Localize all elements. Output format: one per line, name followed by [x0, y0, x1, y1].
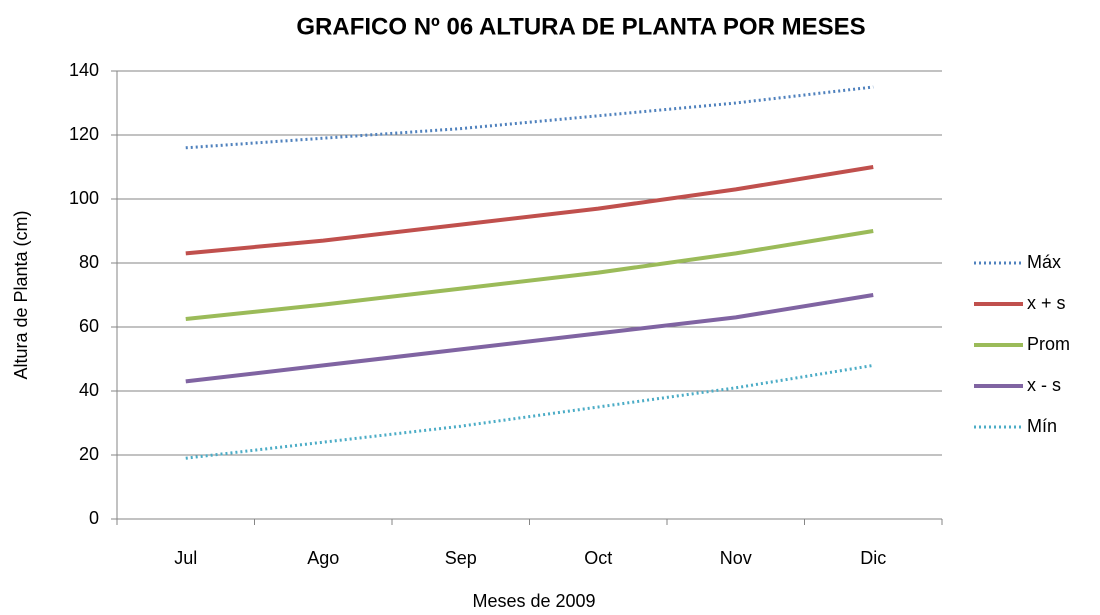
legend-label: Prom — [1027, 334, 1070, 354]
y-tick-label: 120 — [69, 124, 99, 144]
series-line — [185, 229, 874, 321]
series-line — [185, 165, 874, 256]
series-line — [185, 293, 874, 384]
x-tick-label: Nov — [720, 548, 752, 568]
legend-label: x + s — [1027, 293, 1066, 313]
y-tick-label: 40 — [79, 380, 99, 400]
y-tick-label: 60 — [79, 316, 99, 336]
y-tick-label: 140 — [69, 60, 99, 80]
legend-label: Mín — [1027, 416, 1057, 436]
legend-label: Máx — [1027, 252, 1061, 272]
series-line — [185, 85, 874, 150]
legend-label: x - s — [1027, 375, 1061, 395]
chart-title: GRAFICO Nº 06 ALTURA DE PLANTA POR MESES — [296, 13, 865, 40]
x-tick-label: Dic — [860, 548, 886, 568]
x-tick-label: Jul — [174, 548, 197, 568]
y-tick-label: 100 — [69, 188, 99, 208]
series-line — [185, 363, 874, 460]
x-tick-label: Sep — [445, 548, 477, 568]
x-axis-label: Meses de 2009 — [472, 591, 595, 611]
y-tick-label: 20 — [79, 444, 99, 464]
y-tick-label: 0 — [89, 508, 99, 528]
x-tick-label: Oct — [584, 548, 612, 568]
x-tick-label: Ago — [307, 548, 339, 568]
y-axis-label: Altura de Planta (cm) — [11, 210, 31, 379]
y-tick-label: 80 — [79, 252, 99, 272]
